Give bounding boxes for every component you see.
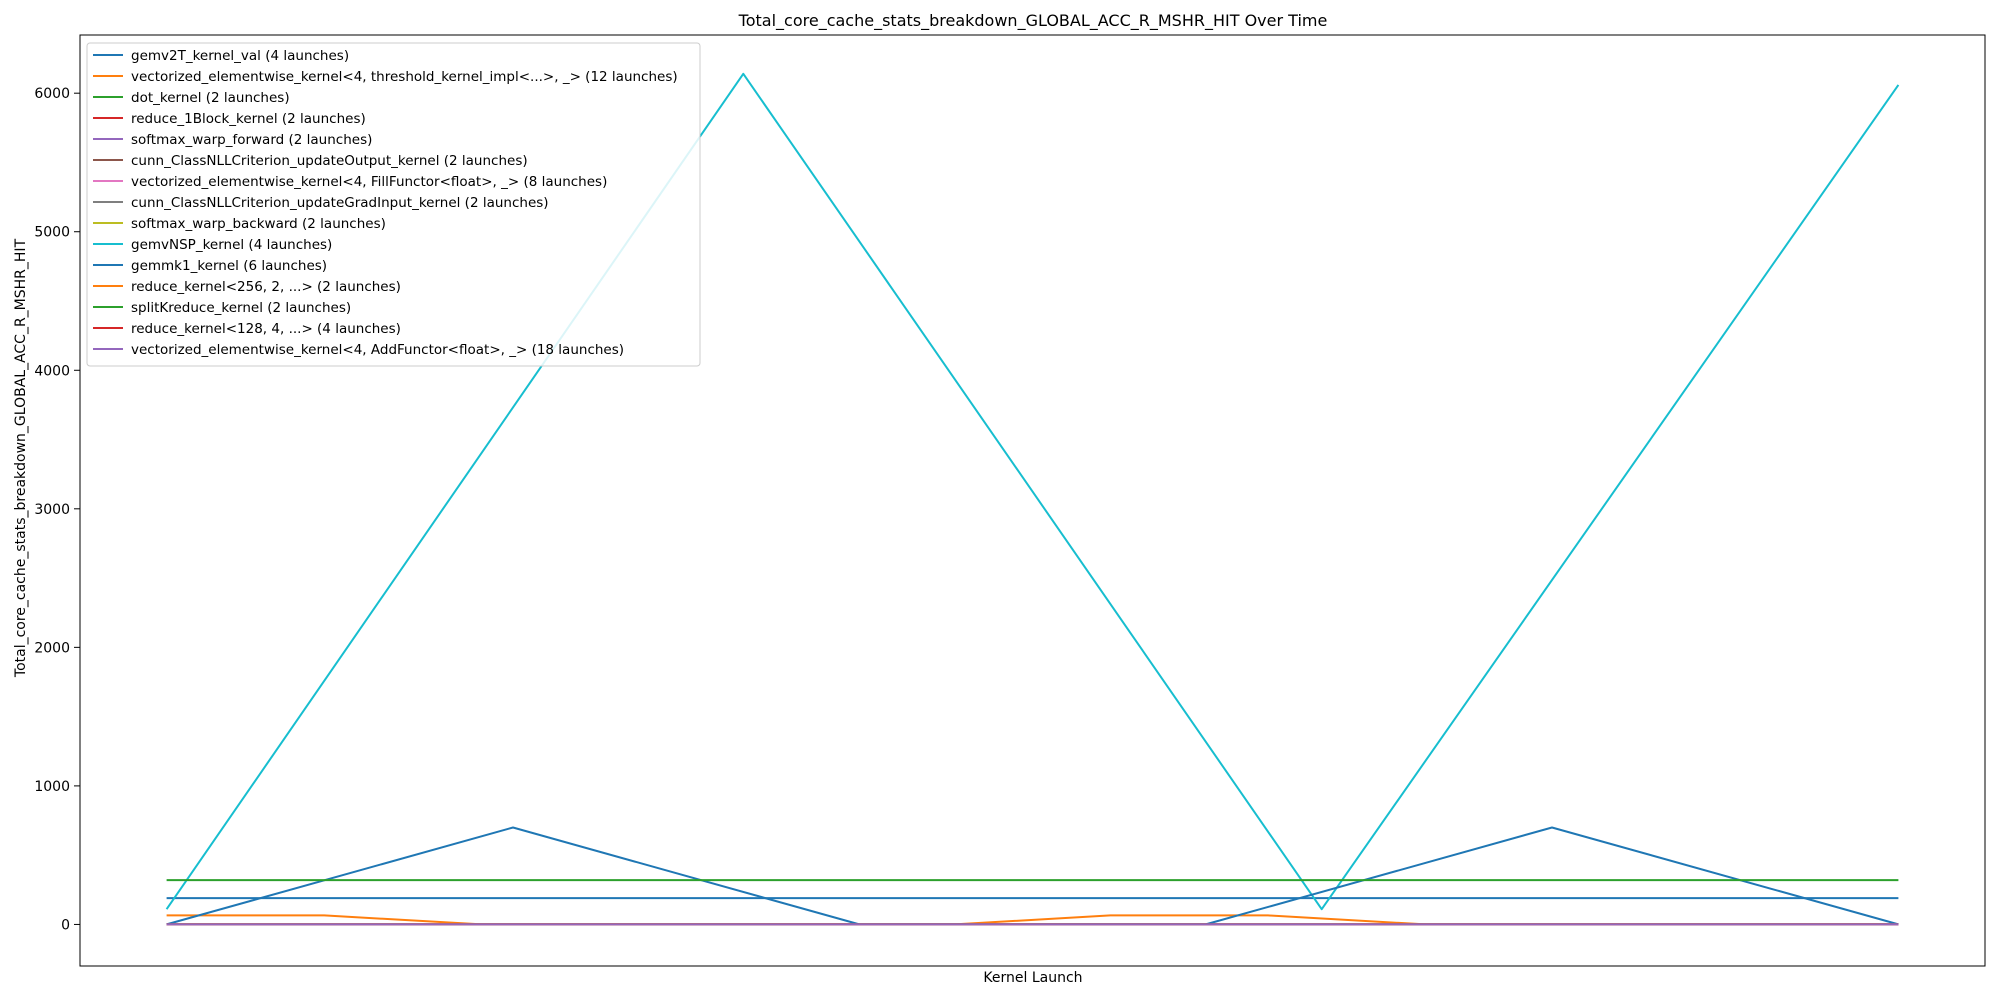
- legend-entry-label: cunn_ClassNLLCriterion_updateGradInput_k…: [131, 195, 549, 211]
- y-axis-label: Total_core_cache_stats_breakdown_GLOBAL_…: [13, 238, 29, 678]
- y-tick-label: 0: [61, 917, 70, 933]
- legend-entry-label: gemvNSP_kernel (4 launches): [131, 237, 332, 253]
- legend-entry-label: splitKreduce_kernel (2 launches): [131, 300, 351, 316]
- legend: gemv2T_kernel_val (4 launches) vectorized…: [86, 42, 701, 367]
- plot-area-frame: [79, 34, 1986, 967]
- x-axis-label: Kernel Launch: [983, 970, 1082, 986]
- legend-entry-label: gemv2T_kernel_val (4 launches): [131, 48, 349, 64]
- y-tick-label: 3000: [34, 502, 70, 518]
- series-layer: [165, 72, 1900, 926]
- series-line-9: [165, 72, 1900, 911]
- legend-entry-label: softmax_warp_forward (2 launches): [131, 132, 372, 148]
- legend-entry-label: reduce_kernel<128, 4, ...> (4 launches): [131, 321, 401, 337]
- y-tick-label: 1000: [34, 779, 70, 795]
- legend-entry-label: reduce_kernel<256, 2, ...> (2 launches): [131, 279, 401, 295]
- legend-entry-label: dot_kernel (2 launches): [131, 90, 290, 106]
- legend-entry-label: reduce_1Block_kernel (2 launches): [131, 111, 366, 127]
- legend-entry-label: vectorized_elementwise_kernel<4, thresho…: [131, 69, 678, 85]
- legend-entry-label: cunn_ClassNLLCriterion_updateOutput_kern…: [131, 153, 528, 169]
- legend-entry-label: vectorized_elementwise_kernel<4, FillFun…: [131, 174, 607, 190]
- legend-entry-label: gemmk1_kernel (6 launches): [131, 258, 327, 274]
- y-tick-label: 5000: [34, 225, 70, 241]
- y-tick-label: 6000: [34, 86, 70, 102]
- chart-title: Total_core_cache_stats_breakdown_GLOBAL_…: [738, 11, 1328, 31]
- legend-entry-label: softmax_warp_backward (2 launches): [131, 216, 386, 232]
- y-tick-label: 4000: [34, 363, 70, 379]
- y-axis: 0 1000 2000 3000 4000 5000 6000: [34, 86, 80, 933]
- legend-box: [86, 42, 701, 367]
- y-tick-label: 2000: [34, 640, 70, 656]
- legend-entry-label: vectorized_elementwise_kernel<4, AddFunc…: [131, 342, 624, 358]
